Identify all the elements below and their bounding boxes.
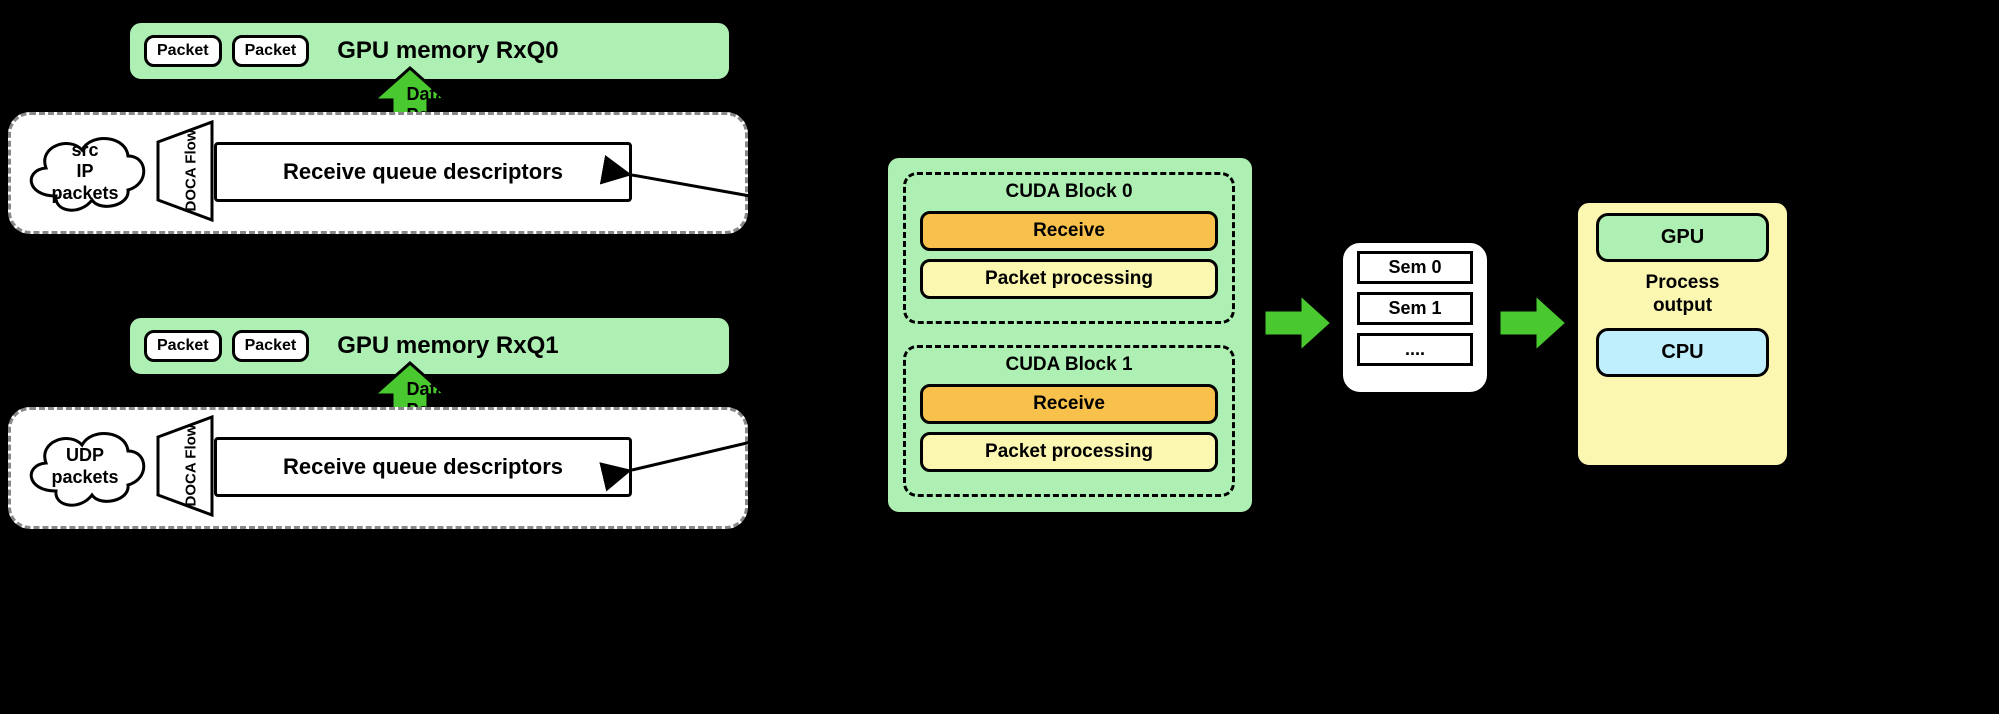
cuda-processing-row: Packet processing xyxy=(920,259,1218,299)
diagram-canvas: Packet Packet GPU memory RxQ0 DataPath s… xyxy=(0,0,1999,714)
cuda-receive-row: Receive xyxy=(920,211,1218,251)
process-output-box: GPU Processoutput CPU xyxy=(1575,200,1790,468)
process-output-title: Processoutput xyxy=(1578,272,1787,318)
packet-source-cloud: srcIPpackets xyxy=(20,126,150,218)
cuda-block-title: CUDA Block 1 xyxy=(906,354,1232,376)
semaphore-item: Sem 1 xyxy=(1357,292,1473,325)
semaphore-item: .... xyxy=(1357,333,1473,366)
semaphore-item: Sem 0 xyxy=(1357,251,1473,284)
cuda-block-1: CUDA Block 1 Receive Packet processing xyxy=(903,345,1235,497)
cpu-chip: CPU xyxy=(1596,328,1769,377)
cuda-block-title: CUDA Block 0 xyxy=(906,181,1232,203)
gpu-chip: GPU xyxy=(1596,213,1769,262)
cloud-label: UDPpackets xyxy=(35,445,135,488)
cloud-label: srcIPpackets xyxy=(35,140,135,205)
cuda-block-0: CUDA Block 0 Receive Packet processing xyxy=(903,172,1235,324)
cuda-processing-row: Packet processing xyxy=(920,432,1218,472)
semaphore-list: Sem 0 Sem 1 .... xyxy=(1340,240,1490,395)
flow-arrow-icon xyxy=(1262,290,1334,356)
cuda-receive-row: Receive xyxy=(920,384,1218,424)
flow-arrow-icon xyxy=(1497,290,1569,356)
